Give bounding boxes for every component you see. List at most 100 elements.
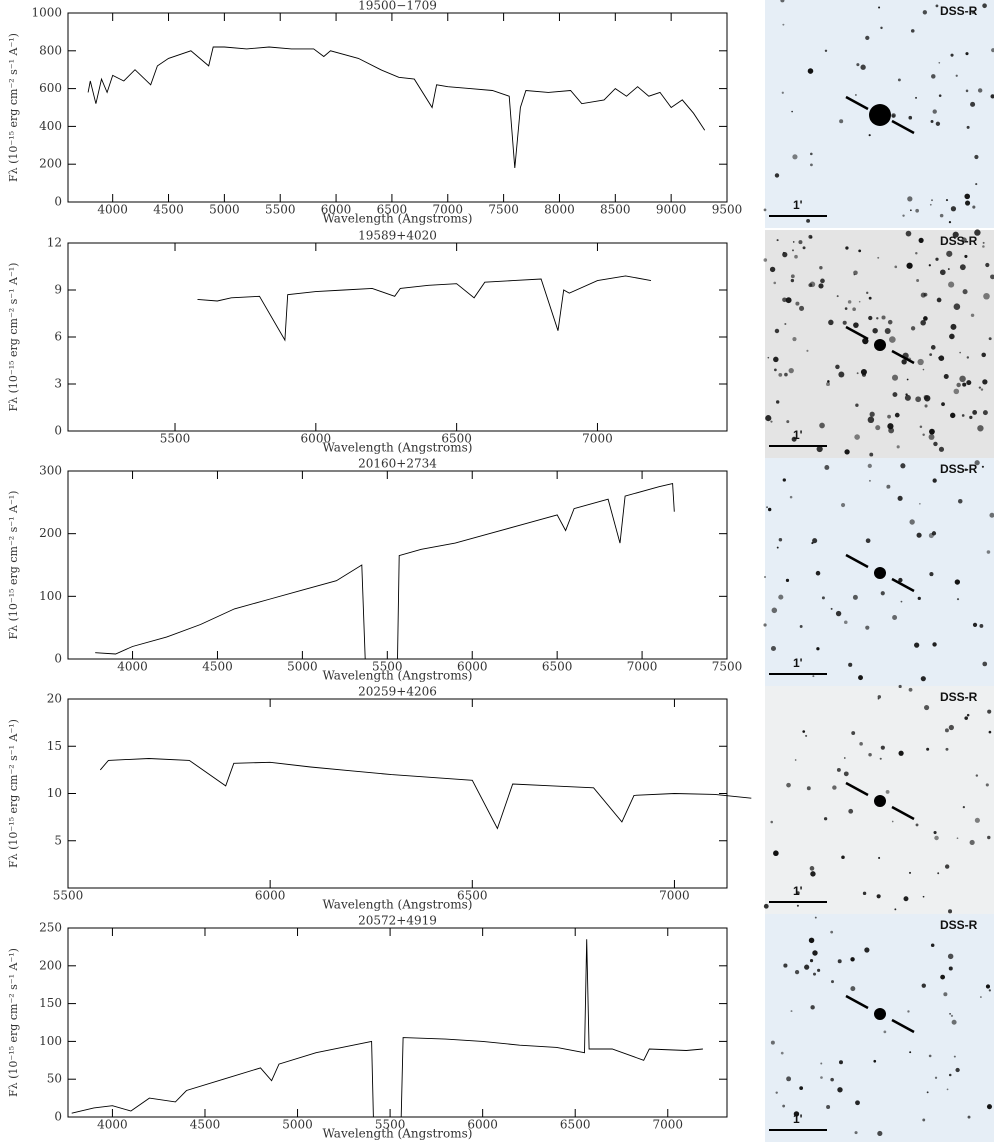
y-tick-label: 400: [39, 119, 62, 133]
star: [970, 313, 975, 318]
star: [930, 120, 934, 123]
star: [891, 374, 899, 381]
x-tick-label: 5000: [209, 203, 240, 217]
star: [982, 3, 987, 9]
x-tick-label: 7000: [652, 1118, 683, 1132]
target-star: [874, 567, 886, 579]
star: [929, 203, 932, 206]
star: [808, 283, 813, 288]
star: [854, 434, 860, 440]
y-tick-label: 0: [54, 424, 62, 438]
star: [918, 237, 924, 243]
spectrum-line: [87, 46, 706, 169]
star: [988, 730, 992, 734]
star: [799, 305, 805, 311]
marker: [845, 325, 869, 341]
star: [898, 750, 904, 756]
star: [858, 675, 863, 681]
star: [952, 231, 959, 238]
star: [865, 35, 870, 40]
y-tick-label: 6: [54, 330, 62, 344]
star: [821, 596, 825, 600]
star: [930, 345, 936, 350]
x-tick-label: 6500: [457, 889, 488, 903]
star: [813, 972, 816, 976]
star: [891, 113, 896, 118]
star: [894, 908, 897, 911]
star: [910, 29, 915, 33]
star: [956, 382, 961, 388]
star: [877, 695, 882, 699]
star: [850, 957, 855, 962]
x-tick-label: 6000: [255, 889, 286, 903]
star: [915, 96, 917, 99]
star: [843, 771, 849, 777]
scale-label: 1': [793, 884, 803, 898]
star: [932, 642, 937, 647]
star: [982, 241, 985, 244]
star: [778, 594, 784, 600]
star: [832, 785, 837, 790]
star: [844, 620, 848, 625]
star: [966, 125, 970, 129]
star: [914, 642, 920, 648]
star: [879, 757, 882, 760]
star: [887, 319, 893, 325]
star: [798, 240, 803, 245]
star: [763, 903, 769, 909]
y-tick-label: 100: [39, 589, 62, 603]
star: [814, 916, 817, 919]
star: [975, 183, 978, 186]
y-tick-label: 0: [54, 652, 62, 666]
star: [926, 1091, 929, 1094]
finder-image: DSS-R 1': [763, 229, 994, 458]
star: [847, 300, 852, 304]
star: [841, 855, 845, 859]
y-axis-label: Fλ (10⁻¹⁵ erg cm⁻² s⁻¹ A⁻¹): [7, 491, 20, 640]
star: [885, 789, 890, 794]
x-tick-label: 7500: [488, 203, 519, 217]
star: [781, 91, 784, 94]
star: [917, 596, 921, 601]
star: [792, 249, 794, 252]
y-axis-label: Fλ (10⁻¹⁵ erg cm⁻² s⁻¹ A⁻¹): [7, 263, 20, 412]
star: [806, 786, 811, 791]
star: [838, 371, 845, 378]
star: [966, 380, 972, 386]
x-tick-label: 7000: [582, 432, 613, 446]
star: [926, 747, 930, 751]
y-tick-label: 600: [39, 81, 62, 95]
star: [946, 1088, 949, 1091]
star: [954, 579, 961, 585]
star: [876, 894, 881, 899]
star: [937, 872, 940, 875]
star: [982, 661, 988, 667]
target-star: [869, 104, 891, 126]
star: [887, 414, 891, 419]
star: [985, 984, 991, 989]
chart-title: 19589+4020: [358, 229, 437, 243]
star: [769, 266, 776, 273]
star: [876, 317, 879, 320]
star: [907, 196, 913, 202]
star: [956, 837, 959, 840]
star: [785, 297, 792, 304]
star: [932, 478, 937, 483]
star: [938, 355, 945, 362]
star: [909, 519, 915, 525]
star: [859, 742, 863, 746]
star: [867, 463, 872, 468]
star: [782, 297, 787, 303]
star: [775, 400, 780, 404]
star: [944, 864, 950, 869]
star: [868, 134, 871, 137]
star: [964, 193, 971, 200]
scale-label: 1': [793, 198, 803, 212]
star: [924, 704, 930, 711]
star: [975, 774, 979, 777]
star: [851, 731, 856, 735]
star: [980, 996, 982, 998]
finder-image: DSS-R 1': [763, 458, 994, 686]
star: [862, 891, 867, 896]
star: [981, 465, 984, 468]
